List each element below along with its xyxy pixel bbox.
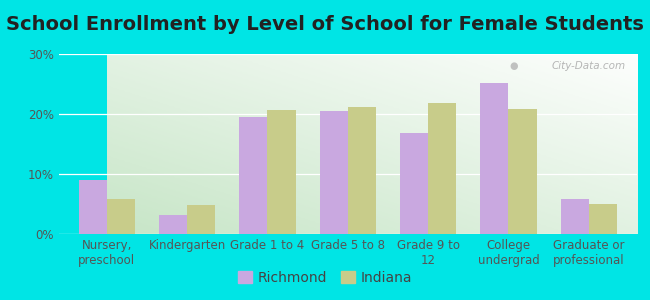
Bar xyxy=(79,180,107,234)
Bar xyxy=(320,111,348,234)
Bar xyxy=(267,110,296,234)
Bar xyxy=(348,107,376,234)
Bar xyxy=(589,204,617,234)
Text: City-Data.com: City-Data.com xyxy=(551,61,625,71)
Bar xyxy=(508,109,536,234)
Bar xyxy=(400,133,428,234)
Bar xyxy=(428,103,456,234)
Bar xyxy=(480,83,508,234)
Bar xyxy=(239,117,267,234)
Bar xyxy=(561,199,589,234)
Bar xyxy=(107,199,135,234)
Bar xyxy=(159,215,187,234)
Text: School Enrollment by Level of School for Female Students: School Enrollment by Level of School for… xyxy=(6,15,644,34)
Legend: Richmond, Indiana: Richmond, Indiana xyxy=(233,265,417,290)
Text: ●: ● xyxy=(510,61,519,71)
Bar xyxy=(187,205,215,234)
